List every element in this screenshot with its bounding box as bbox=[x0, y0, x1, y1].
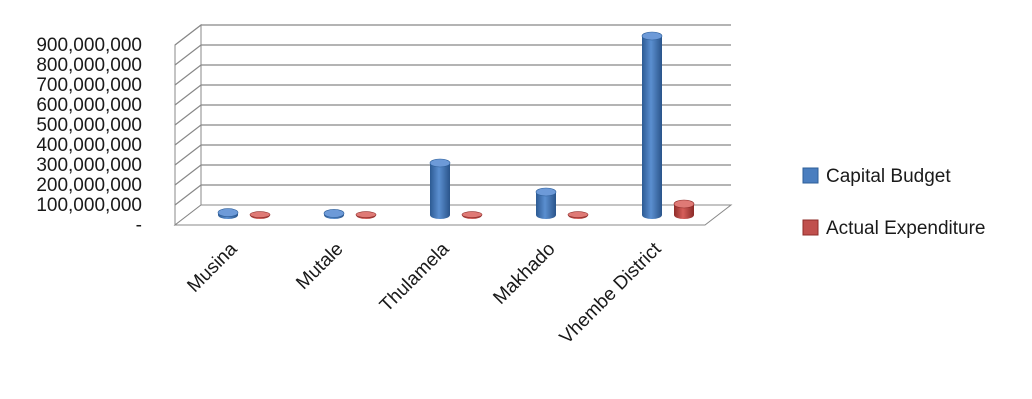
y-tick-label: 300,000,000 bbox=[36, 155, 142, 176]
bar-capital-budget bbox=[217, 208, 239, 219]
gridline bbox=[174, 44, 731, 66]
bar-actual-expenditure bbox=[355, 211, 377, 219]
grid bbox=[173, 23, 733, 227]
bars bbox=[217, 31, 695, 219]
y-tick-label: 900,000,000 bbox=[36, 35, 142, 56]
gridline bbox=[174, 84, 731, 106]
bar-capital-budget bbox=[641, 31, 663, 219]
gridline bbox=[174, 64, 731, 86]
x-tick-label: Vhembe District bbox=[556, 238, 666, 348]
y-tick-label: 400,000,000 bbox=[36, 135, 142, 156]
bar-actual-expenditure bbox=[249, 211, 271, 219]
y-tick-label: 500,000,000 bbox=[36, 115, 142, 136]
y-tick-label: 200,000,000 bbox=[36, 175, 142, 196]
legend-item: Actual Expenditure bbox=[802, 218, 986, 239]
bar-capital-budget bbox=[323, 209, 345, 219]
bar-actual-expenditure bbox=[461, 211, 483, 219]
x-tick-label: Thulamela bbox=[376, 238, 454, 316]
gridline bbox=[174, 164, 731, 186]
legend-item: Capital Budget bbox=[802, 166, 951, 187]
gridline bbox=[174, 144, 731, 166]
x-tick-label: Makhado bbox=[489, 239, 559, 309]
floor bbox=[173, 204, 733, 226]
legend-label: Actual Expenditure bbox=[826, 218, 986, 239]
y-tick-label: 600,000,000 bbox=[36, 95, 142, 116]
bar-actual-expenditure bbox=[567, 211, 589, 219]
y-tick-label: 800,000,000 bbox=[36, 55, 142, 76]
bar-actual-expenditure bbox=[673, 199, 695, 219]
bar-capital-budget bbox=[429, 158, 451, 219]
legend: Capital Budget Actual Expenditure bbox=[802, 166, 986, 239]
x-tick-label: Musina bbox=[183, 238, 241, 296]
y-axis-ticks: -100,000,000200,000,000300,000,000400,00… bbox=[36, 35, 142, 236]
y-tick-label: 100,000,000 bbox=[36, 195, 142, 216]
legend-swatch bbox=[802, 167, 819, 184]
gridline bbox=[174, 24, 731, 46]
x-tick-label: Mutale bbox=[292, 239, 347, 294]
gridline bbox=[174, 104, 731, 126]
legend-swatch bbox=[802, 219, 819, 236]
bar-capital-budget bbox=[535, 187, 557, 219]
y-tick-label: - bbox=[136, 215, 142, 236]
gridline bbox=[174, 124, 731, 146]
legend-label: Capital Budget bbox=[826, 166, 951, 187]
gridline bbox=[174, 184, 731, 206]
y-tick-label: 700,000,000 bbox=[36, 75, 142, 96]
